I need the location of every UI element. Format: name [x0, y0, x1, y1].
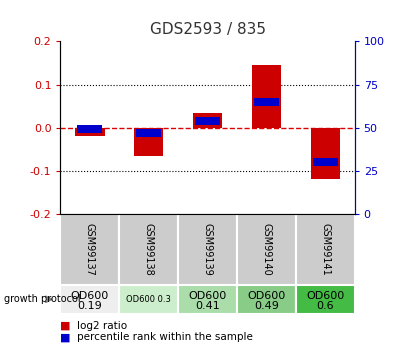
Text: 0.49: 0.49: [254, 301, 279, 311]
Bar: [119, 285, 178, 314]
Text: OD600 0.3: OD600 0.3: [126, 295, 171, 304]
Bar: [119, 214, 178, 285]
Bar: [193, 112, 222, 128]
Text: percentile rank within the sample: percentile rank within the sample: [77, 333, 252, 342]
Text: GSM99140: GSM99140: [262, 223, 271, 276]
Bar: [75, 128, 104, 136]
Bar: [178, 285, 237, 314]
Text: 0.6: 0.6: [316, 301, 334, 311]
Bar: [136, 129, 161, 137]
Bar: [195, 117, 220, 125]
Bar: [311, 128, 340, 179]
Text: GSM99137: GSM99137: [85, 223, 95, 276]
Text: log2 ratio: log2 ratio: [77, 321, 127, 331]
Text: GSM99139: GSM99139: [203, 223, 212, 276]
Bar: [296, 285, 355, 314]
Text: growth protocol: growth protocol: [4, 294, 81, 304]
Text: GSM99138: GSM99138: [144, 223, 154, 276]
Text: 0.41: 0.41: [195, 301, 220, 311]
Bar: [60, 214, 119, 285]
Title: GDS2593 / 835: GDS2593 / 835: [150, 22, 266, 38]
Bar: [251, 65, 281, 128]
Bar: [313, 158, 338, 166]
Text: 0.19: 0.19: [77, 301, 102, 311]
Bar: [77, 126, 102, 133]
Bar: [254, 98, 279, 106]
Text: ■: ■: [60, 321, 71, 331]
Text: GSM99141: GSM99141: [320, 223, 330, 276]
Bar: [134, 128, 164, 156]
Text: ■: ■: [60, 333, 71, 342]
Text: OD600: OD600: [189, 291, 226, 301]
Text: OD600: OD600: [71, 291, 109, 301]
Bar: [178, 214, 237, 285]
Bar: [237, 285, 296, 314]
Bar: [296, 214, 355, 285]
Text: OD600: OD600: [247, 291, 285, 301]
Text: OD600: OD600: [306, 291, 344, 301]
Bar: [60, 285, 119, 314]
Bar: [237, 214, 296, 285]
